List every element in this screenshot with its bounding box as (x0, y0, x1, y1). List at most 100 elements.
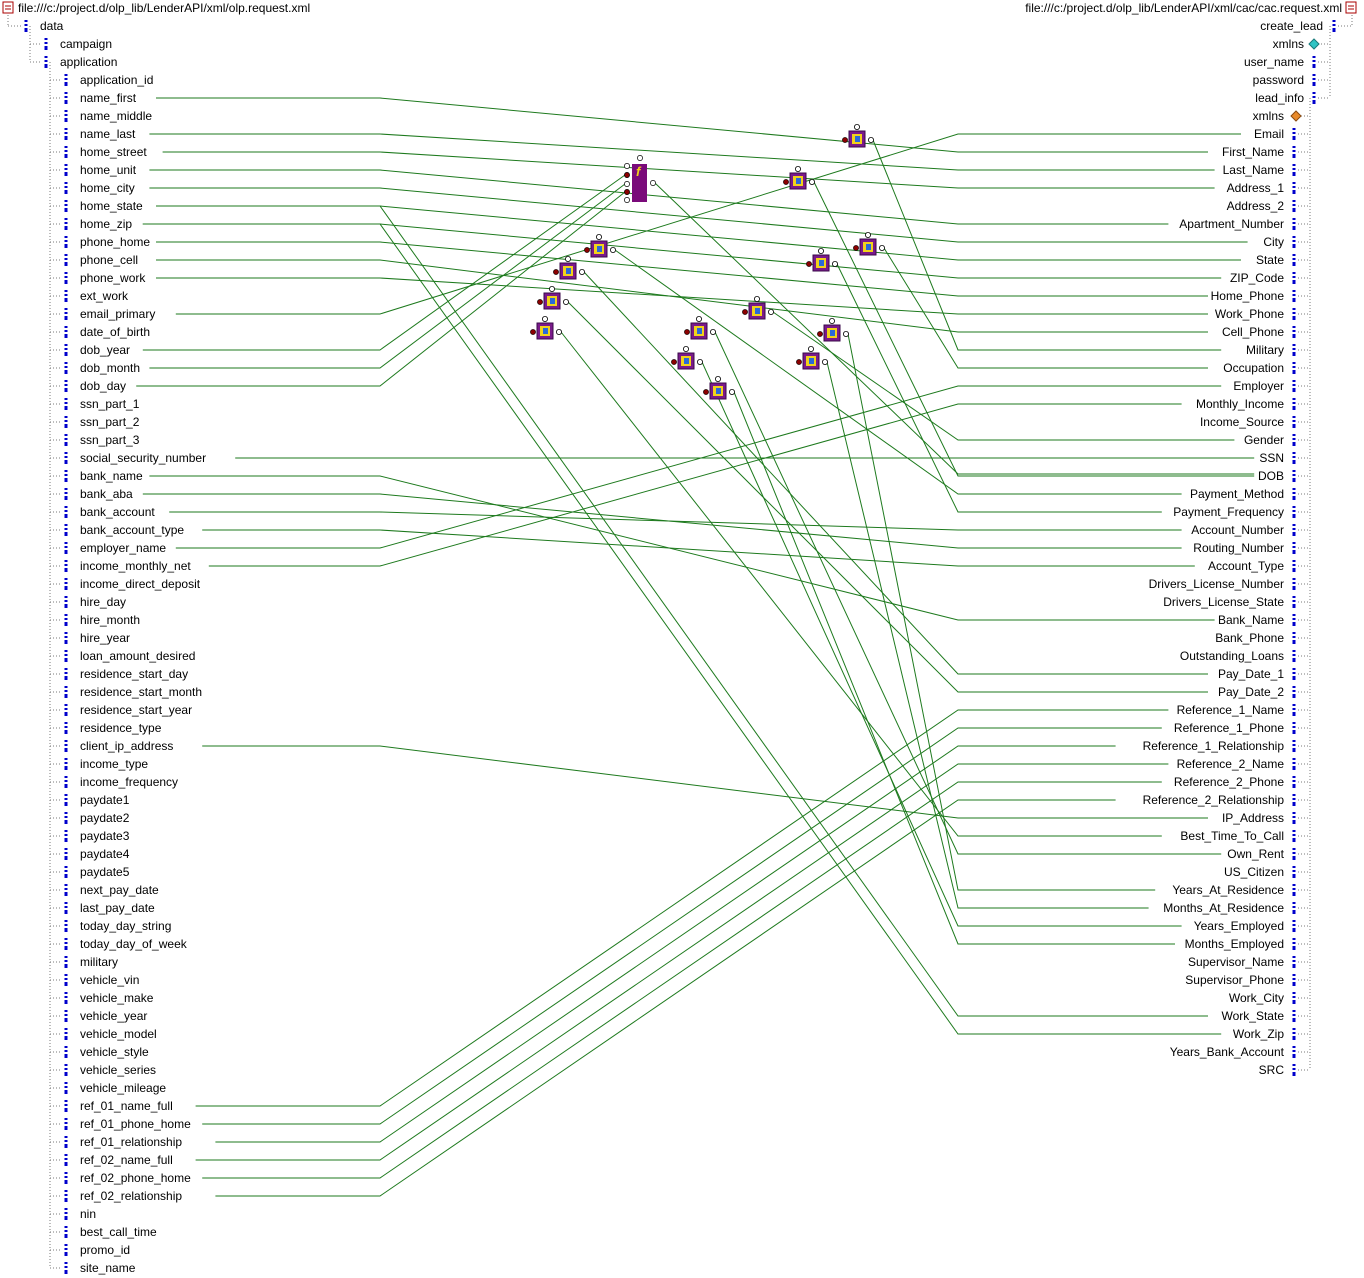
source-field-vehicle-make[interactable]: vehicle_make (80, 991, 154, 1005)
source-field-phone-home[interactable]: phone_home (80, 235, 151, 249)
target-field-address-1[interactable]: Address_1 (1226, 181, 1284, 195)
element-node-icon[interactable] (1292, 128, 1296, 140)
element-node-icon[interactable] (1292, 470, 1296, 482)
element-node-icon[interactable] (1292, 524, 1296, 536)
source-field-last-pay-date[interactable]: last_pay_date (80, 901, 155, 915)
target-field-years-bank-account[interactable]: Years_Bank_Account (1169, 1045, 1284, 1059)
source-field-income-monthly-net[interactable]: income_monthly_net (80, 559, 191, 573)
element-node-icon[interactable] (1292, 722, 1296, 734)
source-field-site-name[interactable]: site_name (80, 1261, 136, 1275)
element-node-icon[interactable] (1312, 56, 1316, 68)
element-node-icon[interactable] (64, 272, 68, 284)
element-node-icon[interactable] (64, 146, 68, 158)
target-node-user-name[interactable]: user_name (1243, 55, 1304, 69)
source-field-promo-id[interactable]: promo_id (80, 1243, 131, 1257)
element-node-icon[interactable] (1292, 200, 1296, 212)
source-field-dob-year[interactable]: dob_year (80, 343, 131, 357)
target-field-cell-phone[interactable]: Cell_Phone (1221, 325, 1284, 339)
transform-component-icon[interactable] (671, 345, 704, 370)
mapping-link-transform-to-own-rent[interactable] (714, 331, 1222, 855)
mapping-link-function-to-dob[interactable] (654, 182, 1255, 475)
element-node-icon[interactable] (64, 974, 68, 986)
source-field-residence-type[interactable]: residence_type (80, 721, 162, 735)
transform-component-icon[interactable] (530, 315, 563, 340)
mapping-link-dob-month-to-function[interactable] (149, 183, 626, 369)
element-node-icon[interactable] (64, 1100, 68, 1112)
element-node-icon[interactable] (1292, 146, 1296, 158)
source-field-ref-01-name-full[interactable]: ref_01_name_full (80, 1099, 173, 1113)
target-field-drivers-license-state[interactable]: Drivers_License_State (1163, 595, 1284, 609)
source-field-ssn-part-2[interactable]: ssn_part_2 (80, 415, 140, 429)
element-node-icon[interactable] (64, 416, 68, 428)
target-field-account-number[interactable]: Account_Number (1191, 523, 1284, 537)
target-field-us-citizen[interactable]: US_Citizen (1223, 865, 1284, 879)
target-field-work-zip[interactable]: Work_Zip (1232, 1027, 1284, 1041)
mapping-link-email-primary-to-email[interactable] (175, 133, 1241, 315)
element-node-icon[interactable] (64, 1046, 68, 1058)
mapping-link-ref-02-name-full-to-reference-2-name[interactable] (195, 763, 1169, 1161)
mapping-link-name-first-to-first-name[interactable] (156, 97, 1208, 153)
element-node-icon[interactable] (64, 794, 68, 806)
target-field-years-at-residence[interactable]: Years_At_Residence (1172, 883, 1284, 897)
source-field-home-city[interactable]: home_city (80, 181, 135, 195)
transform-component-icon[interactable] (853, 231, 886, 256)
target-node-create-lead[interactable]: create_lead (1260, 19, 1323, 33)
element-node-icon[interactable] (64, 578, 68, 590)
element-node-icon[interactable] (1292, 416, 1296, 428)
target-field-work-phone[interactable]: Work_Phone (1214, 307, 1284, 321)
element-node-icon[interactable] (1292, 578, 1296, 590)
transform-component-icon[interactable] (684, 315, 717, 340)
element-node-icon[interactable] (64, 866, 68, 878)
target-field-months-employed[interactable]: Months_Employed (1184, 937, 1284, 951)
element-node-icon[interactable] (1292, 506, 1296, 518)
source-field-ext-work[interactable]: ext_work (80, 289, 129, 303)
mapping-link-transform-to-best-time-to-call[interactable] (560, 331, 1162, 837)
target-field-income-source[interactable]: Income_Source (1199, 415, 1284, 429)
element-node-icon[interactable] (1292, 560, 1296, 572)
element-node-icon[interactable] (64, 938, 68, 950)
source-field-social-security-number[interactable]: social_security_number (80, 451, 207, 465)
source-field-vehicle-vin[interactable]: vehicle_vin (80, 973, 140, 987)
element-node-icon[interactable] (1292, 740, 1296, 752)
source-node-campaign[interactable]: campaign (60, 37, 113, 51)
element-node-icon[interactable] (64, 506, 68, 518)
element-node-icon[interactable] (64, 470, 68, 482)
source-field-ref-02-phone-home[interactable]: ref_02_phone_home (80, 1171, 191, 1185)
element-node-icon[interactable] (64, 1118, 68, 1130)
element-node-icon[interactable] (64, 740, 68, 752)
element-node-icon[interactable] (1292, 848, 1296, 860)
element-node-icon[interactable] (1292, 884, 1296, 896)
source-field-paydate3[interactable]: paydate3 (80, 829, 130, 843)
element-node-icon[interactable] (64, 74, 68, 86)
source-field-hire-month[interactable]: hire_month (80, 613, 141, 627)
target-field-payment-method[interactable]: Payment_Method (1189, 487, 1284, 501)
element-node-icon[interactable] (1292, 794, 1296, 806)
target-field-reference-1-name[interactable]: Reference_1_Name (1176, 703, 1284, 717)
element-node-icon[interactable] (1292, 1064, 1296, 1076)
attribute-node-icon[interactable] (1308, 38, 1320, 50)
source-field-vehicle-style[interactable]: vehicle_style (80, 1045, 149, 1059)
mapping-link-transform-to-months-employed[interactable] (733, 391, 1175, 945)
source-field-hire-year[interactable]: hire_year (80, 631, 131, 645)
element-node-icon[interactable] (64, 1064, 68, 1076)
element-node-icon[interactable] (64, 290, 68, 302)
source-field-employer-name[interactable]: employer_name (80, 541, 167, 555)
mapping-link-ref-02-phone-home-to-reference-2-phone[interactable] (202, 781, 1162, 1179)
element-node-icon[interactable] (1292, 956, 1296, 968)
transform-component-icon[interactable] (817, 317, 850, 342)
mapping-link-transform-to-payment-method[interactable] (614, 249, 1182, 495)
element-node-icon[interactable] (1292, 434, 1296, 446)
target-field-pay-date-2[interactable]: Pay_Date_2 (1217, 685, 1284, 699)
source-field-vehicle-series[interactable]: vehicle_series (80, 1063, 157, 1077)
source-field-vehicle-model[interactable]: vehicle_model (80, 1027, 157, 1041)
element-node-icon[interactable] (64, 200, 68, 212)
element-node-icon[interactable] (1292, 380, 1296, 392)
source-field-phone-cell[interactable]: phone_cell (80, 253, 139, 267)
element-node-icon[interactable] (64, 758, 68, 770)
element-node-icon[interactable] (64, 650, 68, 662)
source-field-ssn-part-3[interactable]: ssn_part_3 (80, 433, 140, 447)
element-node-icon[interactable] (64, 1262, 68, 1274)
source-field-name-first[interactable]: name_first (80, 91, 137, 105)
element-node-icon[interactable] (64, 236, 68, 248)
element-node-icon[interactable] (64, 992, 68, 1004)
